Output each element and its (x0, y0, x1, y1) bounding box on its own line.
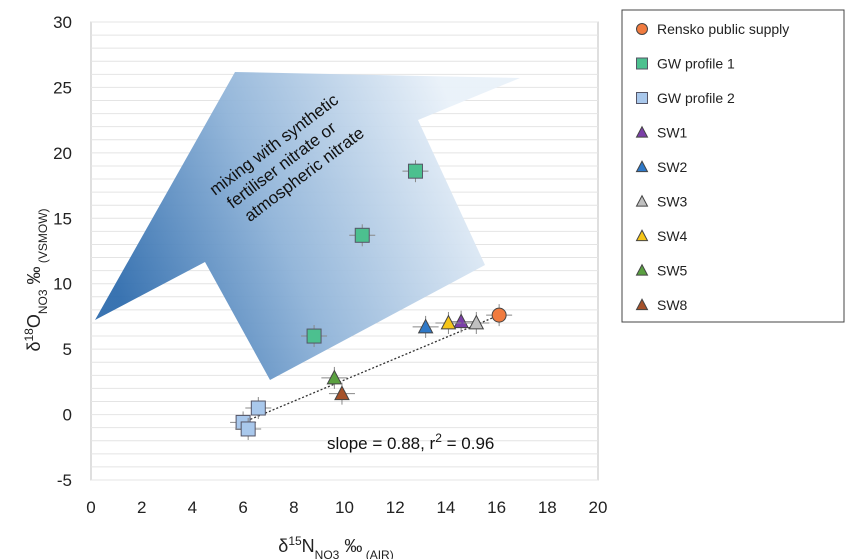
data-point-sw4 (435, 311, 462, 334)
legend-marker (635, 194, 649, 207)
x-tick-label: 12 (386, 498, 405, 517)
x-axis-title-unit: ‰ (339, 536, 362, 556)
data-point-gw-profile-2 (235, 417, 262, 440)
y-tick-labels: -5 0 5 10 15 20 25 30 (53, 13, 72, 490)
legend-item-gw-profile-1: GW profile 1 (636, 56, 735, 72)
legend: Rensko public supply GW profile 1 GW profi… (635, 21, 789, 313)
marker-triangle (334, 385, 350, 401)
fit-text-post: = 0.96 (442, 434, 494, 453)
y-tick-label: -5 (57, 471, 72, 490)
y-tick-label: 10 (53, 275, 72, 294)
legend-marker (636, 23, 648, 35)
y-tick-label: 0 (63, 406, 72, 425)
x-tick-labels: 0 2 4 6 8 10 12 14 16 18 20 (86, 498, 607, 517)
x-tick-label: 14 (436, 498, 455, 517)
legend-marker (635, 298, 649, 311)
mixing-arrow-shape (95, 72, 520, 380)
data-point-gw-profile-1 (301, 325, 328, 348)
legend-marker (635, 263, 649, 276)
x-axis-title-delta: δ (278, 536, 288, 556)
x-axis-title-sup: 15 (288, 534, 302, 548)
legend-item-sw4: SW4 (635, 228, 688, 244)
legend-marker (635, 125, 649, 138)
y-axis-title: δ18ONO3 ‰ (VSMOW) (22, 208, 50, 351)
x-tick-label: 2 (137, 498, 146, 517)
y-tick-label: 5 (63, 340, 72, 359)
legend-item-rensko-public-supply: Rensko public supply (636, 21, 789, 37)
legend-item-sw1: SW1 (635, 125, 688, 141)
x-axis-title-element: N (302, 536, 315, 556)
data-markers (230, 160, 513, 440)
legend-item-gw-profile-2: GW profile 2 (636, 90, 735, 106)
x-axis-title-sub: NO3 (315, 548, 340, 559)
x-tick-label: 10 (335, 498, 354, 517)
y-tick-label: 25 (53, 78, 72, 97)
legend-marker (636, 57, 648, 70)
legend-label: SW4 (657, 228, 688, 244)
fit-text-pre: slope = 0.88, r (327, 434, 436, 453)
data-point-sw1 (448, 310, 475, 333)
marker-triangle (417, 318, 434, 334)
y-axis-title-element: O (24, 314, 44, 328)
data-point-sw3 (463, 311, 490, 334)
legend-item-sw5: SW5 (635, 263, 688, 279)
fit-text-sup: 2 (435, 431, 442, 445)
x-tick-label: 4 (188, 498, 197, 517)
legend-label: SW1 (657, 125, 688, 141)
marker-square (250, 400, 266, 416)
y-axis-title-ref: (VSMOW) (36, 208, 50, 266)
y-tick-label: 15 (53, 209, 72, 228)
y-axis-title-sup: 18 (22, 328, 36, 342)
legend-marker (636, 92, 648, 104)
data-point-sw8 (328, 382, 355, 405)
marker-circle (491, 307, 507, 323)
legend-label: SW2 (657, 159, 688, 175)
legend-label: SW3 (657, 194, 688, 210)
y-axis-title-unit: ‰ (24, 266, 44, 289)
data-point-gw-profile-1 (402, 160, 429, 183)
marker-triangle (468, 314, 485, 330)
data-point-gw-profile-1 (349, 224, 376, 247)
x-tick-label: 0 (86, 498, 95, 517)
marker-square (354, 227, 370, 243)
legend-item-sw2: SW2 (635, 159, 688, 175)
x-tick-label: 18 (538, 498, 557, 517)
legend-frame (621, 9, 845, 323)
legend-label: GW profile 1 (657, 56, 735, 72)
legend-marker (635, 160, 649, 173)
legend-item-sw3: SW3 (635, 194, 688, 210)
marker-square (306, 328, 322, 344)
marker-square (240, 421, 256, 437)
x-tick-label: 8 (289, 498, 298, 517)
legend-label: GW profile 2 (657, 90, 735, 106)
x-tick-label: 6 (238, 498, 247, 517)
marker-triangle (453, 313, 469, 329)
marker-square (407, 163, 423, 179)
data-point-gw-profile-2 (245, 397, 272, 420)
marker-triangle (440, 314, 457, 330)
legend-label: SW8 (657, 297, 688, 313)
y-axis-title-delta: δ (24, 342, 44, 352)
data-point-sw5 (321, 366, 348, 389)
x-axis-title: δ15NNO3 ‰ (AIR) (278, 534, 393, 559)
legend-label: Rensko public supply (657, 21, 789, 37)
data-point-rensko-public-supply (486, 304, 513, 327)
legend-marker (635, 229, 649, 242)
y-axis-title-sub: NO3 (36, 289, 50, 314)
x-tick-label: 20 (589, 498, 608, 517)
x-tick-label: 16 (487, 498, 506, 517)
fit-annotation: slope = 0.88, r2 = 0.96 (327, 431, 494, 453)
x-axis-title-ref: (AIR) (362, 548, 393, 559)
mixing-arrow (95, 72, 520, 380)
data-point-sw2 (412, 315, 439, 338)
legend-item-sw8: SW8 (635, 297, 688, 313)
y-tick-label: 20 (53, 144, 72, 163)
y-tick-label: 30 (53, 13, 72, 32)
legend-label: SW5 (657, 263, 688, 279)
marker-triangle (326, 369, 343, 385)
